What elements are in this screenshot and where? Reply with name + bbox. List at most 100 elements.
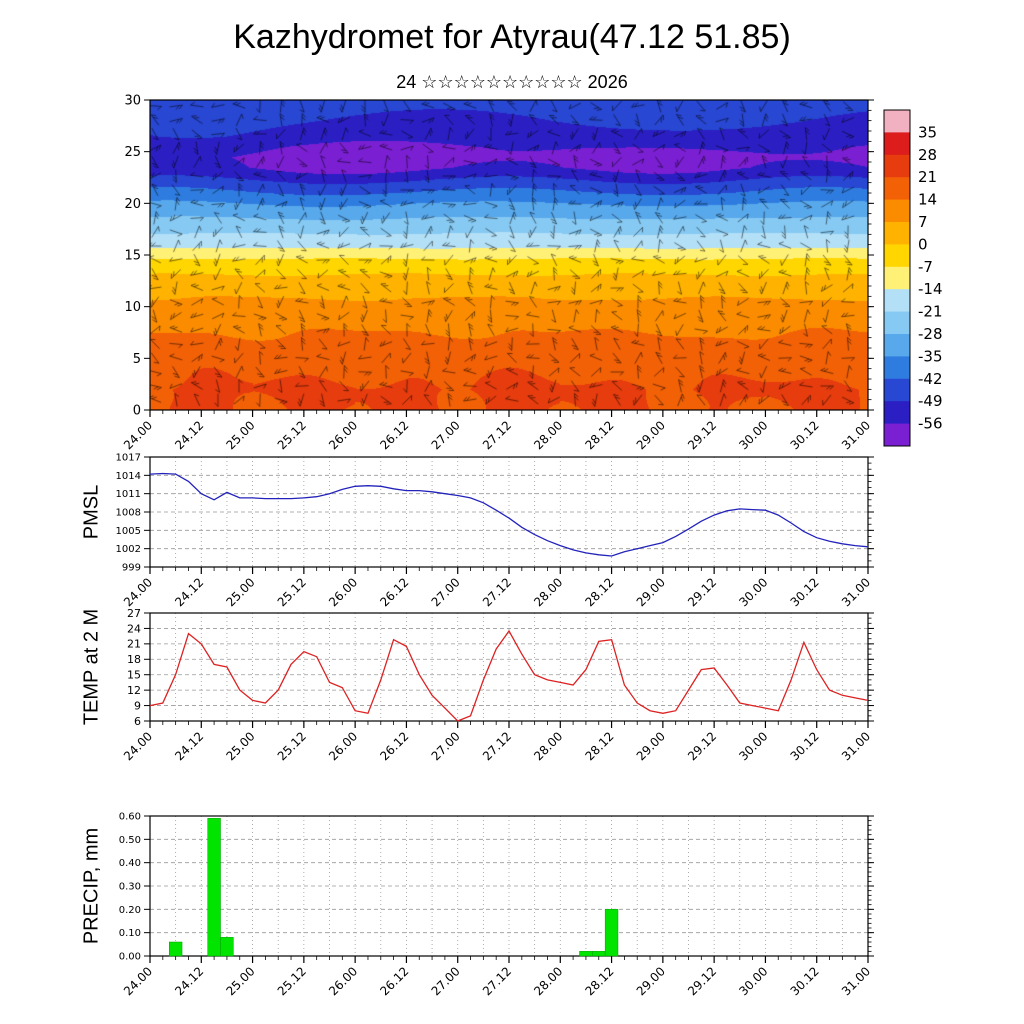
precip-bar bbox=[604, 909, 619, 957]
x-tick-label: 31.00 bbox=[839, 418, 873, 452]
colorbar-band bbox=[884, 222, 910, 245]
x-tick-label: 27.00 bbox=[429, 729, 463, 763]
pmsl-line bbox=[149, 472, 869, 557]
x-tick-label: 29.12 bbox=[685, 964, 719, 998]
x-tick-label: 26.12 bbox=[377, 418, 411, 452]
x-tick-label: 24.12 bbox=[172, 418, 206, 452]
colorbar-tick-label: -14 bbox=[918, 280, 943, 298]
precip-bar bbox=[207, 818, 221, 957]
x-tick-label: 25.00 bbox=[223, 729, 257, 763]
y-tick-label: 1014 bbox=[116, 471, 141, 482]
colorbar-band bbox=[884, 177, 910, 201]
x-tick-label: 27.00 bbox=[429, 964, 463, 998]
x-tick-label: 27.00 bbox=[429, 575, 463, 609]
x-tick-label: 24.00 bbox=[121, 964, 155, 998]
colorbar-tick-label: -35 bbox=[918, 347, 943, 365]
x-tick-label: 28.12 bbox=[582, 418, 616, 452]
y-tick-label: 0.40 bbox=[119, 858, 141, 869]
x-tick-label: 30.00 bbox=[736, 575, 770, 609]
x-tick-label: 31.00 bbox=[839, 575, 873, 609]
y-tick-label: 1002 bbox=[116, 544, 141, 555]
precip-bar bbox=[168, 941, 183, 957]
x-tick-label: 27.12 bbox=[480, 729, 514, 763]
y-tick-label: 0.10 bbox=[119, 928, 141, 939]
precip-bar bbox=[579, 951, 593, 957]
colorbar-tick-label: 7 bbox=[918, 213, 928, 231]
y-tick-label: 1008 bbox=[116, 508, 141, 519]
x-tick-label: 26.00 bbox=[326, 418, 360, 452]
x-tick-label: 26.12 bbox=[377, 575, 411, 609]
y-tick-label: 15 bbox=[124, 249, 141, 264]
colorbar-tick-label: -21 bbox=[918, 303, 943, 321]
y-tick-label: 10 bbox=[124, 300, 141, 315]
y-tick-label: 0.20 bbox=[119, 905, 141, 916]
colorbar-band bbox=[884, 244, 910, 268]
x-tick-label: 25.00 bbox=[223, 575, 257, 609]
x-tick-label: 25.00 bbox=[223, 418, 257, 452]
y-tick-label: 27 bbox=[127, 607, 141, 620]
colorbar-band bbox=[884, 289, 910, 313]
colorbar-band bbox=[884, 378, 910, 402]
y-tick-label: 0.60 bbox=[119, 812, 141, 823]
precip-bar bbox=[592, 951, 606, 957]
x-tick-label: 25.12 bbox=[275, 729, 309, 763]
colorbar-tick-label: 35 bbox=[918, 123, 937, 141]
colorbar-tick-label: 0 bbox=[918, 235, 928, 253]
x-tick-label: 29.00 bbox=[634, 964, 668, 998]
colorbar-band bbox=[884, 266, 910, 290]
x-tick-label: 28.00 bbox=[531, 964, 565, 998]
x-tick-label: 30.00 bbox=[736, 729, 770, 763]
colorbar-band bbox=[884, 199, 910, 223]
colorbar-tick-label: -28 bbox=[918, 325, 943, 343]
y-tick-label: 0 bbox=[133, 404, 141, 419]
x-tick-label: 24.12 bbox=[172, 729, 206, 763]
y-tick-label: 5 bbox=[133, 352, 141, 367]
y-tick-label: 1011 bbox=[116, 489, 141, 500]
y-tick-label: 1017 bbox=[116, 453, 141, 464]
temp2m-line bbox=[149, 629, 869, 722]
colorbar-tick-label: 14 bbox=[918, 191, 937, 209]
page-title: Kazhydromet for Atyrau(47.12 51.85) bbox=[233, 18, 791, 56]
x-tick-label: 25.12 bbox=[275, 964, 309, 998]
colorbar-border bbox=[883, 109, 911, 447]
x-tick-label: 30.12 bbox=[788, 575, 822, 609]
y-tick-label: 20 bbox=[124, 197, 141, 212]
y-tick-label: 24 bbox=[127, 622, 141, 635]
x-tick-label: 24.12 bbox=[172, 964, 206, 998]
y-tick-label: 30 bbox=[124, 94, 141, 109]
y-tick-label: 999 bbox=[122, 563, 141, 574]
colorbar-band bbox=[884, 311, 910, 335]
x-tick-label: 24.12 bbox=[172, 575, 206, 609]
y-tick-label: 12 bbox=[127, 684, 141, 697]
x-tick-label: 29.00 bbox=[634, 418, 668, 452]
colorbar-tick-label: -42 bbox=[918, 370, 943, 388]
x-tick-label: 31.00 bbox=[839, 729, 873, 763]
colorbar-tick-label: -7 bbox=[918, 258, 933, 276]
x-tick-label: 27.00 bbox=[429, 418, 463, 452]
y-tick-label: 15 bbox=[127, 669, 141, 682]
y-tick-label: 21 bbox=[127, 638, 141, 651]
colorbar-band bbox=[884, 154, 910, 178]
panel-border bbox=[149, 99, 869, 411]
x-tick-label: 29.00 bbox=[634, 729, 668, 763]
x-tick-label: 27.12 bbox=[480, 418, 514, 452]
x-tick-label: 28.00 bbox=[531, 418, 565, 452]
x-tick-label: 28.12 bbox=[582, 729, 616, 763]
colorbar-band bbox=[884, 356, 910, 380]
y-tick-label: 6 bbox=[134, 715, 141, 728]
colorbar-tick-label: 21 bbox=[918, 168, 937, 186]
cross-section-heatmap bbox=[150, 100, 868, 410]
y-tick-label: 25 bbox=[124, 145, 141, 160]
x-tick-label: 24.00 bbox=[121, 418, 155, 452]
x-tick-label: 30.12 bbox=[788, 964, 822, 998]
x-tick-label: 26.00 bbox=[326, 964, 360, 998]
x-tick-label: 27.12 bbox=[480, 964, 514, 998]
colorbar-tick-label: -56 bbox=[918, 415, 943, 433]
x-tick-label: 29.12 bbox=[685, 729, 719, 763]
x-tick-label: 28.12 bbox=[582, 964, 616, 998]
y-tick-label: 0.50 bbox=[119, 835, 141, 846]
x-tick-label: 30.12 bbox=[788, 729, 822, 763]
y-tick-label: 0.30 bbox=[119, 882, 141, 893]
y-tick-label: 9 bbox=[134, 699, 141, 712]
colorbar-tick-label: 28 bbox=[918, 146, 937, 164]
